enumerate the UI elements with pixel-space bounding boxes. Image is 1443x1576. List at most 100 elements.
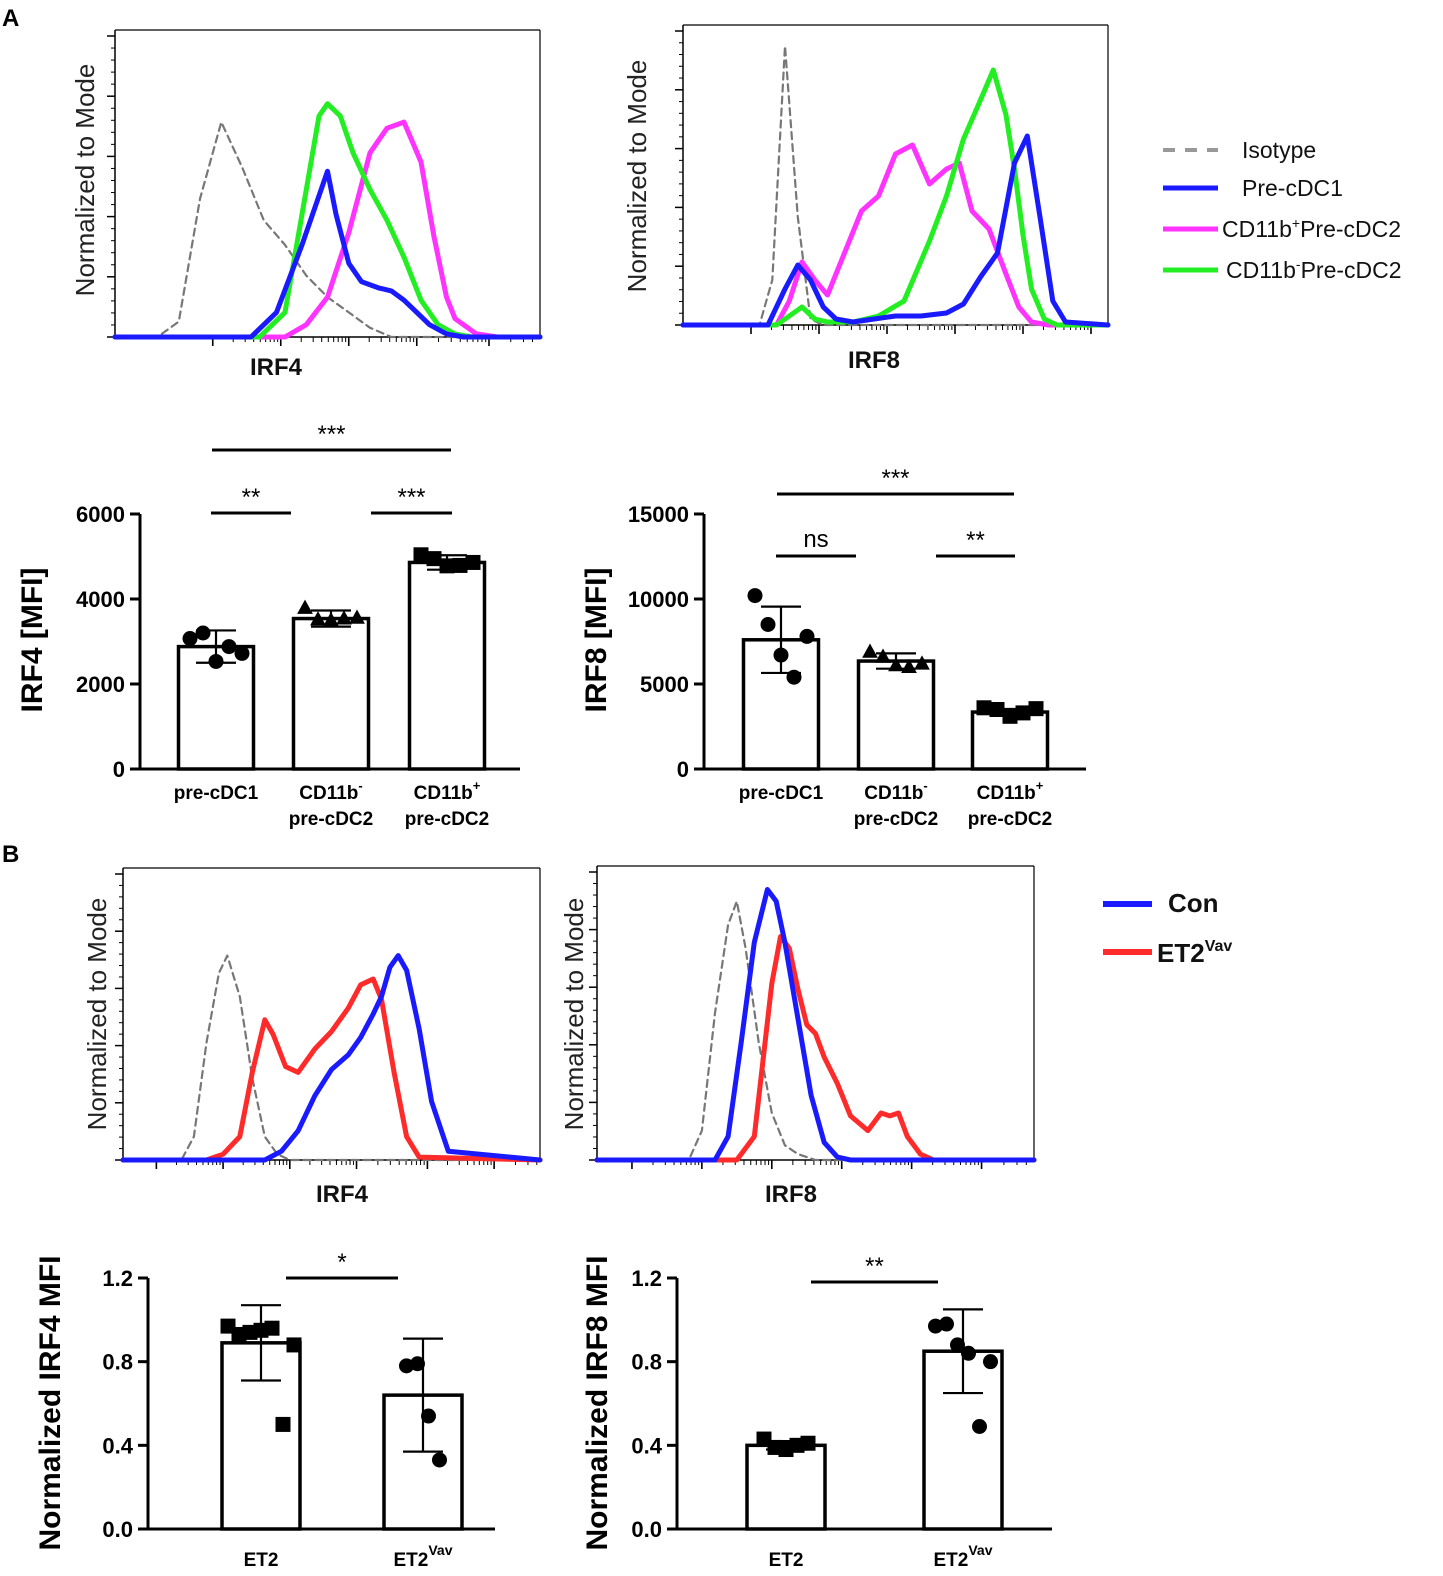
histogram-b-irf8: IRF8 Normalized to Mode	[559, 865, 1037, 1208]
y-tick-label: 0.0	[631, 1517, 662, 1542]
category-label: pre-cDC1	[174, 783, 259, 804]
histogram-b-irf4: IRF4 Normalized to Mode	[82, 867, 543, 1208]
y-axis-label: Normalized to Mode	[70, 64, 100, 297]
data-point	[234, 645, 250, 661]
data-point	[773, 647, 789, 663]
series-isotype	[681, 44, 1110, 327]
data-point	[888, 657, 904, 672]
category-label-line2: pre-cDC2	[405, 809, 489, 830]
data-point	[961, 1345, 976, 1361]
bar-chart-b-irf4: 0.0 0.4 0.8 1.2 Normalized IRF4 MFI ET2 ET2Vav…	[34, 1249, 495, 1571]
legend-pre-cdc1: Pre-cDC1	[1242, 175, 1343, 201]
bar-chart-b-irf8: 0.0 0.4 0.8 1.2 Normalized IRF8 MFI ET2 ET2Vav…	[581, 1253, 1052, 1571]
data-point	[862, 643, 878, 658]
y-tick-label: 10000	[628, 587, 689, 612]
data-point	[426, 551, 442, 567]
data-point	[297, 599, 313, 614]
category-label: CD11b-	[864, 778, 927, 804]
significance-label: ***	[317, 421, 345, 448]
data-point	[950, 1337, 965, 1353]
y-axis-label: Normalized to Mode	[82, 898, 112, 1131]
data-point	[275, 1416, 291, 1432]
series-con	[120, 953, 543, 1163]
category-label: pre-cDC1	[739, 783, 824, 804]
y-tick-label: 0.0	[102, 1517, 133, 1542]
x-axis-label: IRF8	[848, 347, 900, 374]
significance-label: *	[337, 1249, 346, 1276]
legend-cd11b-pos: CD11b+Pre-cDC2	[1222, 215, 1401, 242]
y-tick-label: 0	[113, 757, 125, 782]
series-isotype	[113, 121, 542, 339]
data-point	[983, 1354, 998, 1370]
bar-cd11b-pre-cdc2	[291, 616, 371, 771]
bar-et2	[745, 1443, 827, 1531]
significance-label: **	[242, 484, 261, 511]
data-point	[939, 1316, 954, 1332]
data-point	[901, 658, 917, 673]
series-et2vav	[120, 976, 543, 1163]
significance-label: ***	[397, 484, 425, 511]
category-label: CD11b+	[977, 778, 1044, 804]
data-point	[323, 612, 339, 627]
series-con	[594, 887, 1037, 1163]
data-point	[286, 1337, 302, 1353]
data-point	[336, 610, 352, 625]
category-label: ET2	[244, 1550, 279, 1571]
data-point	[310, 611, 326, 626]
significance-label: **	[865, 1253, 884, 1280]
y-axis-label: IRF8 [MFI]	[580, 568, 613, 713]
significance-label: ***	[881, 465, 909, 492]
category-label: CD11b+	[414, 778, 481, 804]
y-axis-label: IRF4 [MFI]	[16, 568, 49, 713]
data-point	[221, 639, 237, 655]
series-isotype	[595, 900, 1036, 1162]
data-point	[182, 631, 198, 647]
category-label: CD11b-	[299, 778, 362, 804]
y-tick-label: 0.8	[102, 1350, 133, 1375]
data-point	[264, 1320, 280, 1336]
data-point	[432, 1452, 447, 1468]
category-label: ET2	[769, 1550, 804, 1571]
y-tick-label: 5000	[640, 672, 689, 697]
data-point	[452, 557, 468, 573]
data-point	[875, 648, 891, 663]
y-tick-label: 2000	[76, 672, 125, 697]
y-tick-label: 0	[677, 757, 689, 782]
bar-chart-a-irf8: 0 5000 10000 15000 IRF8 [MFI] pre-cDC1 CD11b-p…	[580, 465, 1086, 830]
legend-b: Con ET2Vav	[1103, 888, 1232, 968]
y-tick-label: 0.4	[631, 1433, 662, 1458]
y-axis-label: Normalized to Mode	[559, 898, 589, 1131]
bar-cd11b-pre-cdc2	[407, 560, 487, 771]
data-point	[786, 669, 802, 685]
y-tick-label: 1.2	[102, 1266, 133, 1291]
y-tick-label: 0.4	[102, 1433, 133, 1458]
series-pre-cdc1	[680, 133, 1111, 328]
data-point	[208, 653, 224, 669]
data-point	[1028, 701, 1044, 717]
category-label-line2: pre-cDC2	[968, 809, 1052, 830]
data-point	[972, 1419, 987, 1435]
data-point	[465, 554, 481, 570]
data-point	[439, 558, 455, 574]
legend-con: Con	[1168, 888, 1219, 918]
data-point	[195, 625, 211, 641]
category-label: ET2Vav	[934, 1542, 993, 1571]
data-point	[747, 588, 763, 604]
series-cd11b-pre-cdc2	[112, 119, 543, 340]
data-point	[1015, 705, 1031, 721]
bar-chart-a-irf4: 0 2000 4000 6000 IRF4 [MFI] pre-cDC1 CD11b-pre…	[16, 421, 520, 830]
bar-cd11b-pre-cdc2	[856, 659, 936, 771]
category-label-line2: pre-cDC2	[854, 809, 938, 830]
category-label: ET2Vav	[394, 1542, 453, 1571]
series-isotype	[121, 954, 542, 1162]
y-tick-label: 15000	[628, 502, 689, 527]
histogram-a-irf8: IRF8 Normalized to Mode	[622, 24, 1111, 374]
data-point	[410, 1356, 425, 1372]
data-point	[989, 702, 1005, 717]
data-point	[349, 609, 365, 624]
x-axis-label: IRF4	[316, 1181, 369, 1208]
series-pre-cdc1	[112, 168, 543, 340]
y-axis-label: Normalized to Mode	[622, 60, 652, 293]
significance-label: **	[966, 527, 985, 554]
